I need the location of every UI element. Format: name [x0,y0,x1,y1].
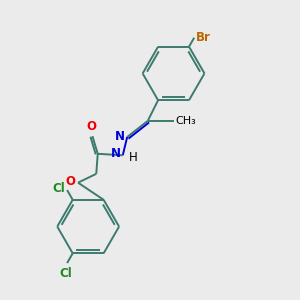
Text: N: N [110,147,120,160]
Text: O: O [66,175,76,188]
Text: Br: Br [196,31,211,44]
Text: H: H [129,151,138,164]
Text: CH₃: CH₃ [176,116,196,126]
Text: N: N [115,130,125,142]
Text: Cl: Cl [52,182,65,195]
Text: Cl: Cl [59,267,72,280]
Text: O: O [86,120,96,133]
